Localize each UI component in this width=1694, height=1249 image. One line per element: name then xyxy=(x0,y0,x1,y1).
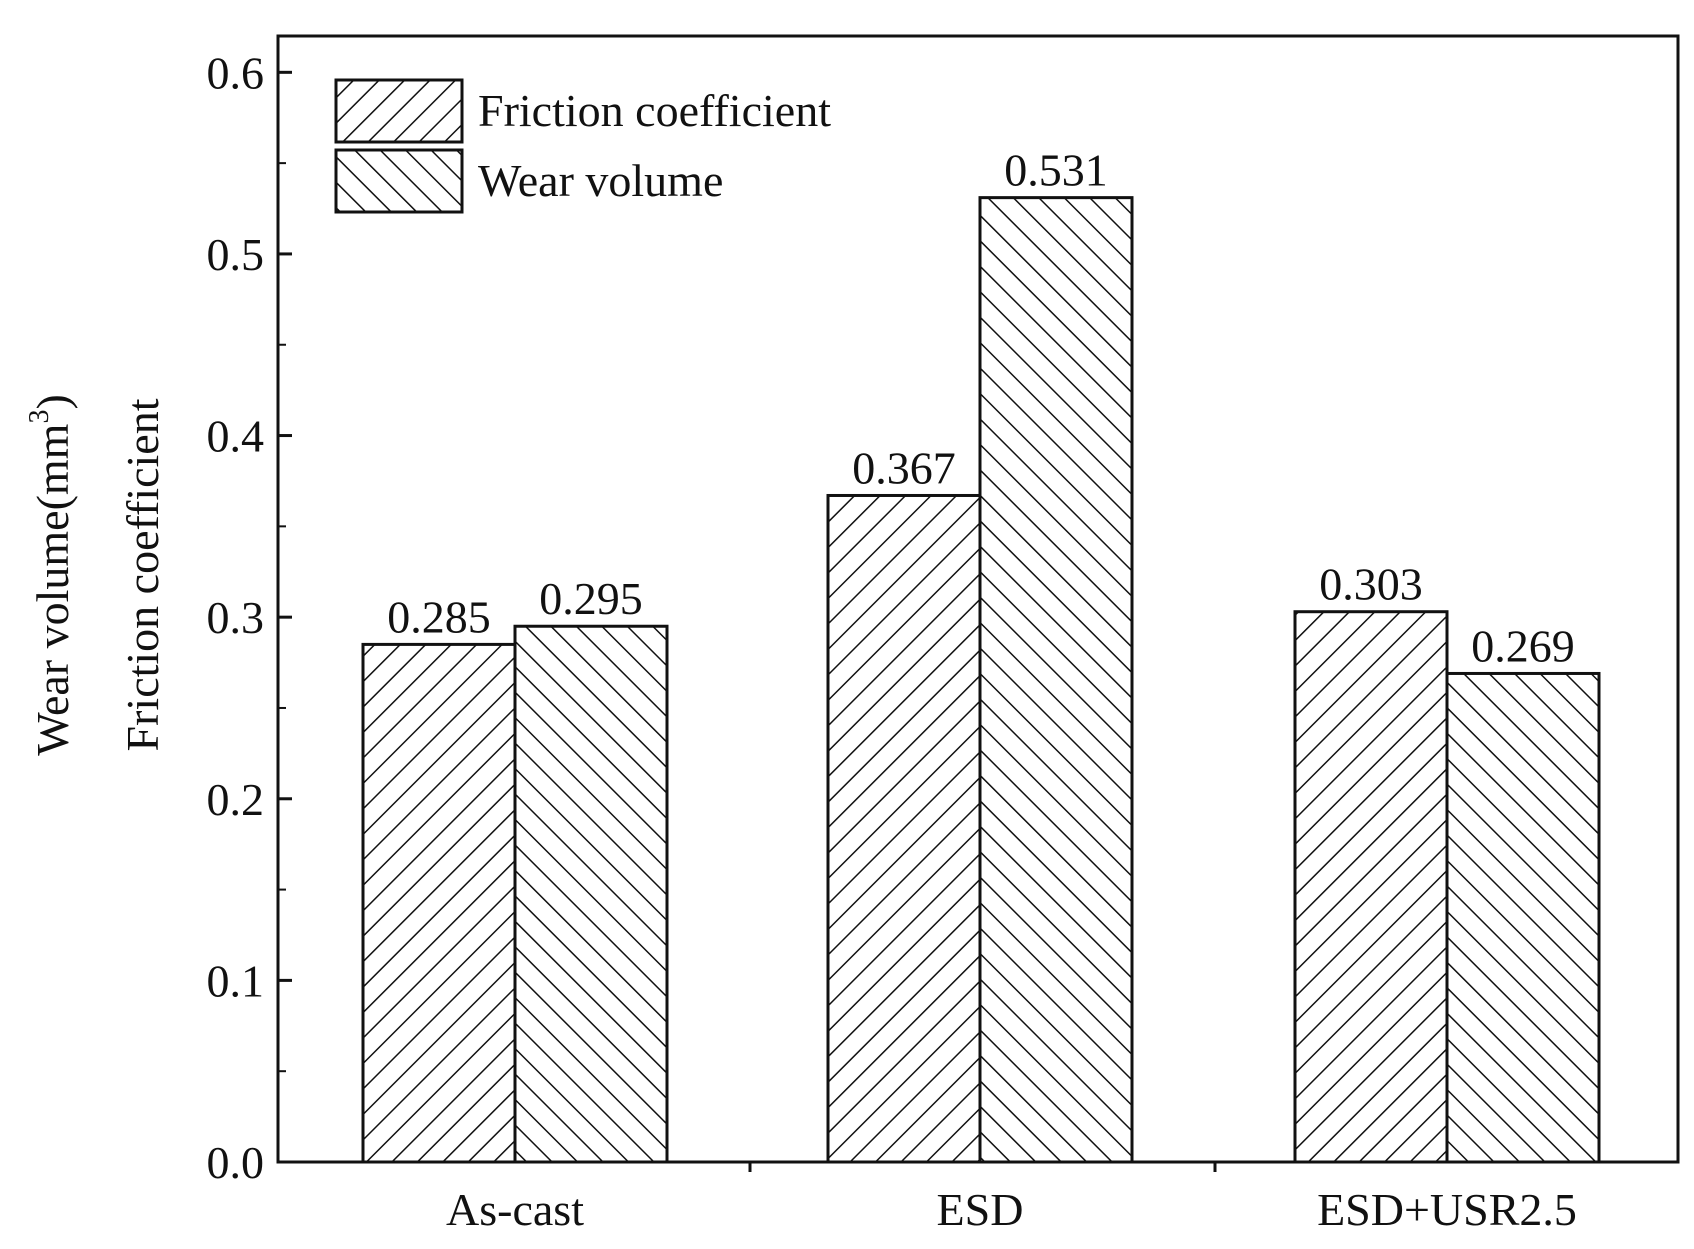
y-tick-label: 0.4 xyxy=(207,411,265,462)
legend-swatch-wear-volume xyxy=(334,148,464,214)
legend-swatch-friction-coefficient xyxy=(334,78,464,144)
y-axis-title-close-paren: ) xyxy=(27,394,78,409)
x-category-label: ESD+USR2.5 xyxy=(1317,1184,1577,1235)
bar-friction-coefficient xyxy=(826,493,982,1164)
y-tick-label: 0.5 xyxy=(207,229,265,280)
y-axis-title-superscript: 3 xyxy=(24,410,55,424)
data-label-friction-coefficient: 0.285 xyxy=(387,591,491,642)
bar-wear-volume xyxy=(978,196,1134,1164)
y-axis-title-wear-volume: Wear volume(mm3) xyxy=(24,394,78,756)
y-axis-title-friction-coefficient: Friction coefficient xyxy=(117,398,168,751)
x-category-label: ESD xyxy=(937,1184,1024,1235)
y-axis-title-wear-volume-text: Wear volume(mm xyxy=(27,423,78,755)
legend-label-wear-volume: Wear volume xyxy=(478,155,723,206)
bar-wear-volume xyxy=(1445,671,1601,1164)
data-label-wear-volume: 0.531 xyxy=(1004,145,1108,196)
data-label-wear-volume: 0.295 xyxy=(539,573,643,624)
data-label-wear-volume: 0.269 xyxy=(1471,620,1575,671)
bar-friction-coefficient xyxy=(1293,610,1449,1164)
y-tick-label: 0.6 xyxy=(207,47,265,98)
y-tick-label: 0.3 xyxy=(207,592,265,643)
data-label-friction-coefficient: 0.367 xyxy=(852,442,956,493)
bar-wear-volume xyxy=(513,624,669,1164)
bar-friction-coefficient xyxy=(361,642,517,1164)
y-tick-label: 0.2 xyxy=(207,774,265,825)
x-category-label: As-cast xyxy=(446,1184,584,1235)
legend-label-friction-coefficient: Friction coefficient xyxy=(478,85,831,136)
y-tick-label: 0.1 xyxy=(207,955,265,1006)
plot-area: 0.0 0.1 0.2 0.3 0.4 0.5 0.6 As-cast ESD ESD+USR2.… xyxy=(207,34,1680,1235)
y-tick-label: 0.0 xyxy=(207,1137,265,1188)
data-label-friction-coefficient: 0.303 xyxy=(1319,559,1423,610)
